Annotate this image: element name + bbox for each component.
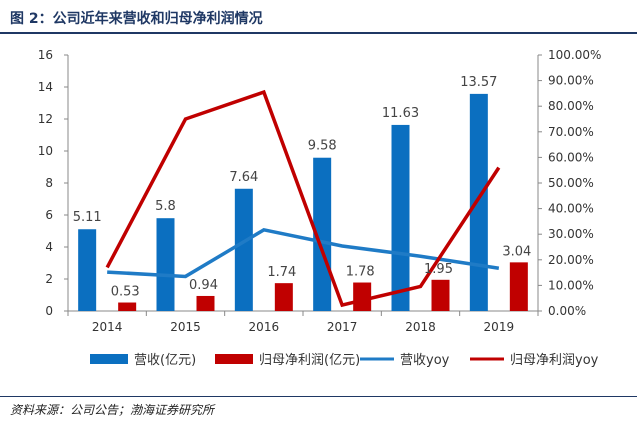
revenue-data-label: 5.8 bbox=[155, 199, 176, 214]
x-axis-tick-label: 2015 bbox=[170, 320, 201, 334]
figure-title: 图 2：公司近年来营收和归母净利润情况 bbox=[10, 11, 263, 27]
legend-label: 归母净利润(亿元) bbox=[259, 353, 360, 368]
left-axis-tick-label: 0 bbox=[45, 304, 53, 318]
revenue-data-label: 7.64 bbox=[229, 170, 258, 185]
right-axis-tick-label: 50.00% bbox=[548, 176, 594, 190]
legend-swatch bbox=[215, 354, 253, 364]
x-axis-tick-label: 2017 bbox=[327, 320, 358, 334]
right-axis-tick-label: 80.00% bbox=[548, 99, 594, 113]
source-divider bbox=[0, 396, 637, 397]
revenue-data-label: 11.63 bbox=[382, 106, 419, 121]
revenue-bar bbox=[313, 157, 332, 311]
legend-label: 营收(亿元) bbox=[134, 353, 196, 368]
chart: 0 2 4 6 8 10 12 14 16 0.00% 10.00% 20.00% 30.00% 40.0… bbox=[38, 48, 602, 368]
revenue-bar bbox=[156, 218, 175, 311]
left-axis-tick-label: 8 bbox=[45, 176, 53, 190]
right-axis-tick-label: 40.00% bbox=[548, 202, 594, 216]
left-axis-tick-label: 12 bbox=[38, 112, 53, 126]
right-axis-tick-label: 20.00% bbox=[548, 253, 594, 267]
profit-yoy-line bbox=[105, 89, 501, 308]
x-axis-tick-label: 2018 bbox=[405, 320, 436, 334]
profit-data-label: 1.78 bbox=[346, 265, 375, 280]
left-axis-tick-label: 16 bbox=[38, 48, 53, 62]
source-note: 资料来源：公司公告；渤海证券研究所 bbox=[10, 403, 215, 417]
profit-data-label: 1.74 bbox=[267, 265, 296, 280]
revenue-bar bbox=[469, 93, 488, 311]
profit-bar bbox=[274, 283, 293, 311]
right-axis-tick-label: 60.00% bbox=[548, 150, 594, 164]
revenue-bar bbox=[391, 124, 410, 311]
right-axis-tick-label: 0.00% bbox=[548, 304, 586, 318]
revenue-data-label: 13.57 bbox=[460, 75, 497, 90]
profit-bar bbox=[431, 279, 450, 311]
legend-swatch bbox=[90, 354, 128, 364]
profit-bar bbox=[353, 282, 372, 311]
left-axis-tick-label: 2 bbox=[45, 272, 53, 286]
profit-bar bbox=[196, 295, 215, 311]
revenue-bar bbox=[234, 188, 253, 311]
profit-bar bbox=[509, 262, 528, 311]
right-axis-tick-label: 10.00% bbox=[548, 278, 594, 292]
profit-bar bbox=[118, 302, 137, 311]
x-axis-tick-label: 2016 bbox=[249, 320, 280, 334]
left-axis-tick-label: 4 bbox=[45, 240, 53, 254]
profit-data-label: 0.94 bbox=[189, 278, 218, 293]
figure-header: 图 2：公司近年来营收和归母净利润情况 bbox=[0, 0, 637, 34]
right-axis-tick-label: 70.00% bbox=[548, 125, 594, 139]
chart-axes: 0 2 4 6 8 10 12 14 16 0.00% 10.00% 20.00% 30.00% 40.0… bbox=[38, 48, 602, 334]
legend-label: 归母净利润yoy bbox=[510, 353, 599, 368]
revenue-data-label: 5.11 bbox=[73, 210, 102, 225]
revenue-yoy-line bbox=[107, 227, 500, 279]
right-axis-tick-label: 30.00% bbox=[548, 227, 594, 241]
chart-lines bbox=[105, 89, 501, 308]
revenue-data-label: 9.58 bbox=[308, 139, 337, 154]
chart-data-labels: 5.11 5.8 7.64 9.58 11.63 13.57 0.53 0.94 1.74 1.7… bbox=[73, 75, 532, 300]
left-axis-tick-label: 10 bbox=[38, 144, 53, 158]
chart-legend: 营收(亿元) 归母净利润(亿元) 营收yoy 归母净利润yoy bbox=[90, 353, 599, 368]
revenue-bar bbox=[78, 229, 97, 311]
right-axis-tick-label: 90.00% bbox=[548, 74, 594, 88]
right-axis-tick-label: 100.00% bbox=[548, 48, 601, 62]
x-axis-tick-label: 2019 bbox=[484, 320, 515, 334]
title-divider bbox=[0, 32, 637, 34]
legend-label: 营收yoy bbox=[400, 353, 450, 368]
chart-bars bbox=[78, 93, 528, 311]
left-axis-tick-label: 14 bbox=[38, 80, 53, 94]
profit-data-label: 1.95 bbox=[424, 262, 453, 277]
x-axis-tick-label: 2014 bbox=[92, 320, 123, 334]
profit-data-label: 0.53 bbox=[111, 285, 140, 300]
left-axis-tick-label: 6 bbox=[45, 208, 53, 222]
profit-data-label: 3.04 bbox=[502, 244, 531, 259]
